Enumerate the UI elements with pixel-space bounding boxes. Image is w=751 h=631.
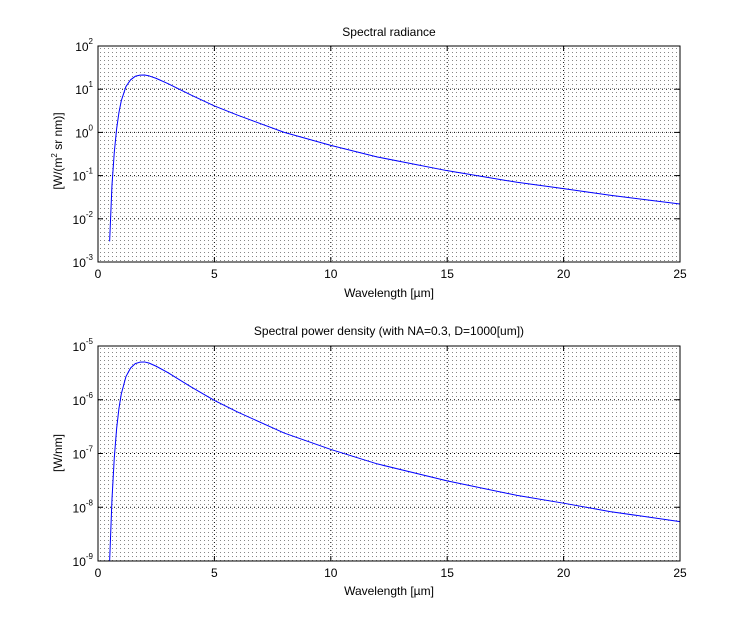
x-tick-label: 0 xyxy=(95,267,102,281)
chart-title: Spectral radiance xyxy=(342,25,436,39)
x-tick-label: 10 xyxy=(324,566,338,580)
minor-grid xyxy=(98,346,680,561)
y-tick-label: 10-3 xyxy=(73,253,94,270)
x-tick-label: 5 xyxy=(211,566,218,580)
x-tick-label: 20 xyxy=(557,566,571,580)
chart-spectral-radiance: Spectral radiance Wavelength [µm] [W/(m2… xyxy=(50,25,687,300)
x-tick-label: 15 xyxy=(441,267,455,281)
y-axis-label-pre: [W/(m xyxy=(51,158,65,190)
chart-spectral-power-density: Spectral power density (with NA=0.3, D=1… xyxy=(51,324,687,598)
x-tick-label: 25 xyxy=(673,566,687,580)
y-tick-label: 10-2 xyxy=(73,210,94,227)
series-line xyxy=(109,361,681,562)
chart-title: Spectral power density (with NA=0.3, D=1… xyxy=(254,324,524,338)
axes-box xyxy=(97,45,681,263)
x-tick-label: 10 xyxy=(324,267,338,281)
plot-area: 0 5 10 15 20 25 10-3 10-2 10-1 100 101 102 xyxy=(73,37,687,281)
x-tick-label: 15 xyxy=(441,566,455,580)
y-tick-label: 10-8 xyxy=(73,498,94,515)
y-tick-label: 10-6 xyxy=(73,391,94,408)
y-axis-label-sup: 2 xyxy=(50,153,59,158)
y-axis-label-post: sr nm)] xyxy=(51,112,65,153)
plot-area: 0 5 10 15 20 25 10-9 10-8 10-7 10-6 10-5 xyxy=(73,337,687,580)
y-axis-label: [W/(m2 sr nm)] xyxy=(50,112,65,189)
x-tick-label: 20 xyxy=(557,267,571,281)
y-tick-label: 100 xyxy=(75,123,93,140)
minor-grid xyxy=(98,46,680,262)
y-tick-label: 101 xyxy=(75,80,93,97)
y-axis-label: [W/nm] xyxy=(51,434,65,472)
x-axis-label: Wavelength [µm] xyxy=(344,286,434,300)
y-tick-label: 10-1 xyxy=(73,167,94,184)
x-axis-label: Wavelength [µm] xyxy=(344,584,434,598)
x-tick-label: 25 xyxy=(673,267,687,281)
x-tick-label: 0 xyxy=(95,566,102,580)
y-tick-label: 10-9 xyxy=(73,552,94,569)
y-tick-label: 102 xyxy=(75,37,93,54)
x-tick-label: 5 xyxy=(211,267,218,281)
y-tick-label: 10-7 xyxy=(73,445,94,462)
y-tick-label: 10-5 xyxy=(73,337,94,354)
series-line xyxy=(109,74,681,242)
